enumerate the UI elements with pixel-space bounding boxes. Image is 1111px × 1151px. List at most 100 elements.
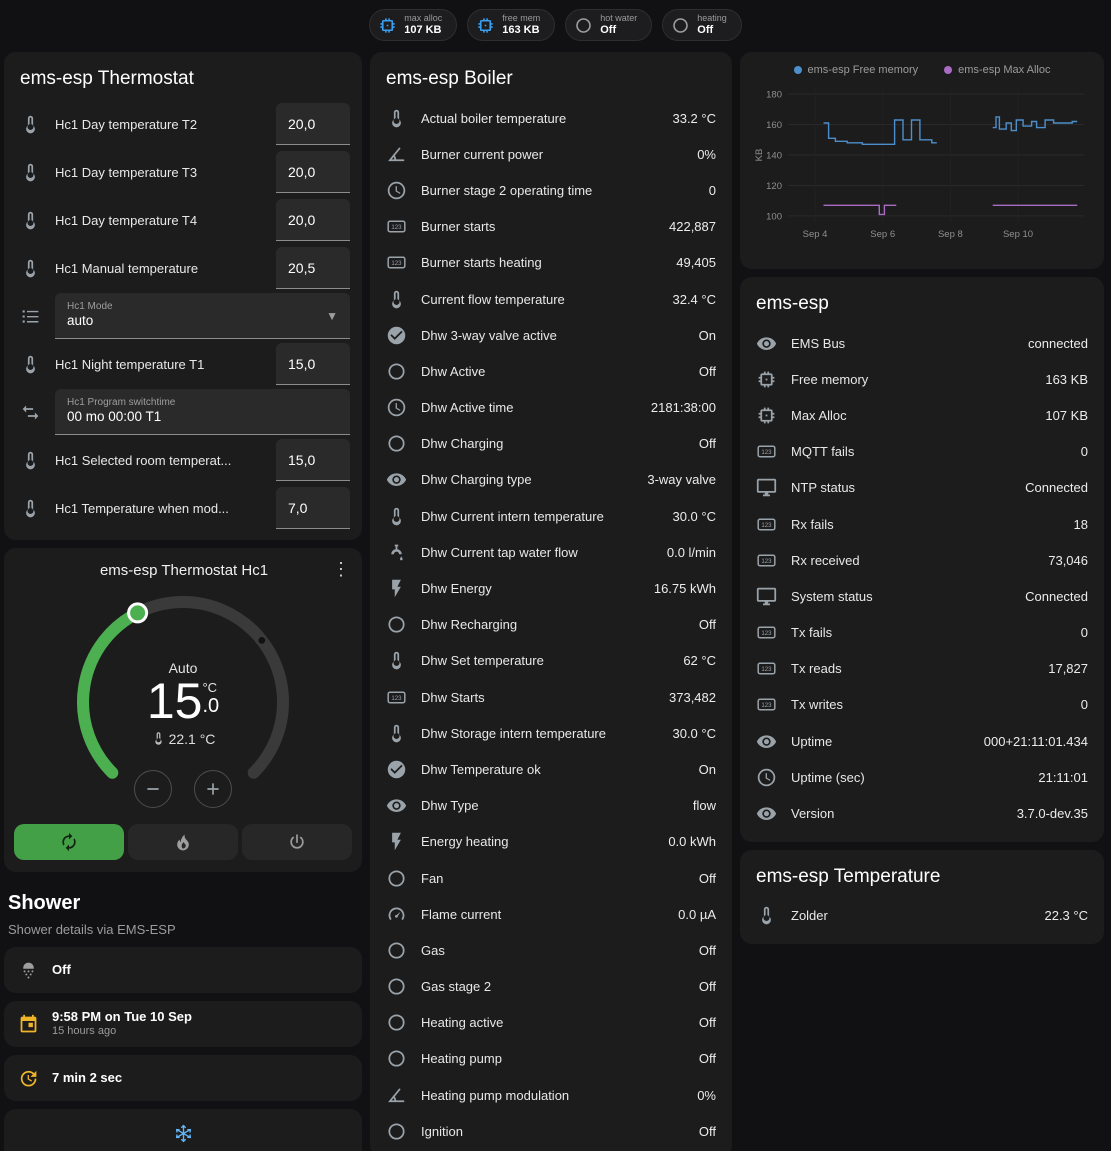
entity-row[interactable]: System status Connected [740, 578, 1104, 614]
temperature-input[interactable] [276, 343, 350, 385]
entity-label: Version [791, 806, 835, 822]
cold-water-card[interactable] [4, 1109, 362, 1151]
more-menu-icon[interactable]: ⋮ [332, 559, 350, 579]
entity-label: Flame current [421, 906, 502, 922]
mode-auto-button[interactable] [14, 824, 124, 860]
memory-icon [756, 405, 777, 426]
status-chip-free-mem[interactable]: free mem 163 KB [467, 9, 556, 41]
entity-row[interactable]: Ignition Off [370, 1113, 732, 1149]
entity-row[interactable]: Dhw Temperature ok On [370, 751, 732, 787]
svg-text:120: 120 [766, 181, 782, 192]
entity-row[interactable]: Heating pump Off [370, 1041, 732, 1077]
entity-row[interactable]: Heating active Off [370, 1005, 732, 1041]
entity-row[interactable]: Dhw Current intern temperature 30.0 °C [370, 498, 732, 534]
dashboard: ems-esp Thermostat Hc1 Day temperature T… [0, 48, 1111, 1151]
entity-row[interactable]: Free memory 163 KB [740, 361, 1104, 397]
entity-row[interactable]: Gas stage 2 Off [370, 969, 732, 1005]
entity-row[interactable]: 123 Rx received 73,046 [740, 542, 1104, 578]
shower-item[interactable]: 7 min 2 sec [4, 1055, 362, 1101]
entity-row[interactable]: Version 3.7.0-dev.35 [740, 795, 1104, 831]
temperature-input[interactable] [276, 247, 350, 289]
entity-label: Rx received [791, 552, 860, 568]
temperature-input[interactable] [276, 199, 350, 241]
entity-row[interactable]: Dhw Type flow [370, 788, 732, 824]
entity-value: 0.0 l/min [666, 544, 716, 560]
entity-row[interactable]: 123 Tx fails 0 [740, 615, 1104, 651]
thermostat-row: Hc1 Night temperature T1 [4, 340, 362, 388]
mode-off-button[interactable] [242, 824, 352, 860]
svg-text:123: 123 [761, 702, 772, 709]
entity-row[interactable]: Dhw Energy 16.75 kWh [370, 570, 732, 606]
status-chip-heating[interactable]: heating Off [662, 9, 742, 41]
legend-item[interactable]: ems-esp Free memory [793, 64, 918, 76]
temperature-input[interactable] [276, 151, 350, 193]
entity-row[interactable]: 123 Dhw Starts 373,482 [370, 679, 732, 715]
check-circle-icon [386, 325, 407, 346]
entity-row[interactable]: 123 Burner starts heating 49,405 [370, 245, 732, 281]
legend-item[interactable]: ems-esp Max Alloc [944, 64, 1050, 76]
switchtime-input[interactable]: Hc1 Program switchtime 00 mo 00:00 T1 [55, 389, 350, 435]
entity-row[interactable]: Current flow temperature 32.4 °C [370, 281, 732, 317]
entity-row[interactable]: Burner current power 0% [370, 136, 732, 172]
entity-row[interactable]: EMS Bus connected [740, 325, 1104, 361]
circle-outline-icon [386, 1048, 407, 1069]
entity-row[interactable]: Uptime (sec) 21:11:01 [740, 759, 1104, 795]
temperature-input[interactable] [276, 439, 350, 481]
temp-increase-button[interactable] [194, 770, 232, 808]
temp-decrease-button[interactable] [134, 770, 172, 808]
entity-row[interactable]: Max Alloc 107 KB [740, 397, 1104, 433]
svg-text:100: 100 [766, 211, 782, 222]
boiler-card-title: ems-esp Boiler [386, 68, 513, 89]
status-chip-hot-water[interactable]: hot water Off [565, 9, 653, 41]
temperature-input[interactable] [276, 103, 350, 145]
entity-row[interactable]: 123 Tx reads 17,827 [740, 651, 1104, 687]
temperature-input[interactable] [276, 487, 350, 529]
entity-row[interactable]: Dhw Charging type 3-way valve [370, 462, 732, 498]
entity-label: Tx reads [791, 661, 842, 677]
memory-history-chart[interactable]: 100 120 140 160 180 Sep 4 Sep 6 Sep 8 Sep 10 KB [752, 80, 1090, 256]
entity-row[interactable]: Dhw Charging Off [370, 426, 732, 462]
mode-heat-button[interactable] [128, 824, 238, 860]
mode-select[interactable]: Hc1 Mode auto ▼ [55, 293, 350, 339]
flash-icon [386, 831, 407, 852]
svg-text:140: 140 [766, 151, 782, 162]
entity-row[interactable]: Dhw Storage intern temperature 30.0 °C [370, 715, 732, 751]
entity-row[interactable]: Dhw 3-way valve active On [370, 317, 732, 353]
entity-row[interactable]: 123 Tx writes 0 [740, 687, 1104, 723]
shower-item[interactable]: 9:58 PM on Tue 10 Sep 15 hours ago [4, 1001, 362, 1047]
entity-value: On [698, 761, 716, 777]
entity-row[interactable]: Dhw Set temperature 62 °C [370, 643, 732, 679]
entity-label: Dhw Active [421, 363, 486, 379]
entity-row[interactable]: Dhw Recharging Off [370, 607, 732, 643]
entity-label: Dhw 3-way valve active [421, 327, 557, 343]
thermostat-hc1-card: ems-esp Thermostat Hc1 ⋮ Auto 15 °C [4, 548, 362, 872]
entity-row[interactable]: 123 Rx fails 18 [740, 506, 1104, 542]
entity-row[interactable]: 123 Burner starts 422,887 [370, 209, 732, 245]
entity-row[interactable]: Burner stage 2 operating time 0 [370, 172, 732, 208]
entity-row[interactable]: Gas Off [370, 932, 732, 968]
entity-label: Dhw Active time [421, 400, 514, 416]
entity-row[interactable]: Uptime 000+21:11:01.434 [740, 723, 1104, 759]
svg-text:123: 123 [391, 224, 402, 231]
check-circle-icon [386, 759, 407, 780]
dial-handle[interactable] [127, 602, 149, 624]
chip-label: hot water [600, 13, 638, 23]
entity-row[interactable]: Dhw Active Off [370, 353, 732, 389]
entity-label: Dhw Temperature ok [421, 761, 541, 777]
circle-outline-icon [386, 976, 407, 997]
entity-row[interactable]: Dhw Current tap water flow 0.0 l/min [370, 534, 732, 570]
status-chip-max-alloc[interactable]: max alloc 107 KB [369, 9, 458, 41]
shower-item[interactable]: Off [4, 947, 362, 993]
entity-row[interactable]: Fan Off [370, 860, 732, 896]
entity-value: 30.0 °C [672, 725, 716, 741]
entity-row[interactable]: Actual boiler temperature 33.2 °C [370, 100, 732, 136]
entity-row[interactable]: Zolder 22.3 °C [740, 898, 1104, 934]
entity-value: 62 °C [683, 653, 716, 669]
thermostat-row: Hc1 Temperature when mod... [4, 484, 362, 532]
entity-row[interactable]: 123 MQTT fails 0 [740, 434, 1104, 470]
entity-row[interactable]: Heating pump modulation 0% [370, 1077, 732, 1113]
entity-row[interactable]: NTP status Connected [740, 470, 1104, 506]
entity-row[interactable]: Flame current 0.0 µA [370, 896, 732, 932]
entity-row[interactable]: Dhw Active time 2181:38:00 [370, 390, 732, 426]
entity-row[interactable]: Energy heating 0.0 kWh [370, 824, 732, 860]
